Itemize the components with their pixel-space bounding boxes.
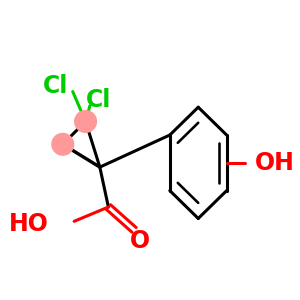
Text: O: O	[130, 229, 150, 253]
Text: Cl: Cl	[86, 88, 111, 112]
Circle shape	[52, 134, 74, 155]
Circle shape	[75, 111, 96, 132]
Text: Cl: Cl	[43, 74, 68, 98]
Text: OH: OH	[255, 151, 295, 175]
Text: HO: HO	[9, 212, 49, 236]
